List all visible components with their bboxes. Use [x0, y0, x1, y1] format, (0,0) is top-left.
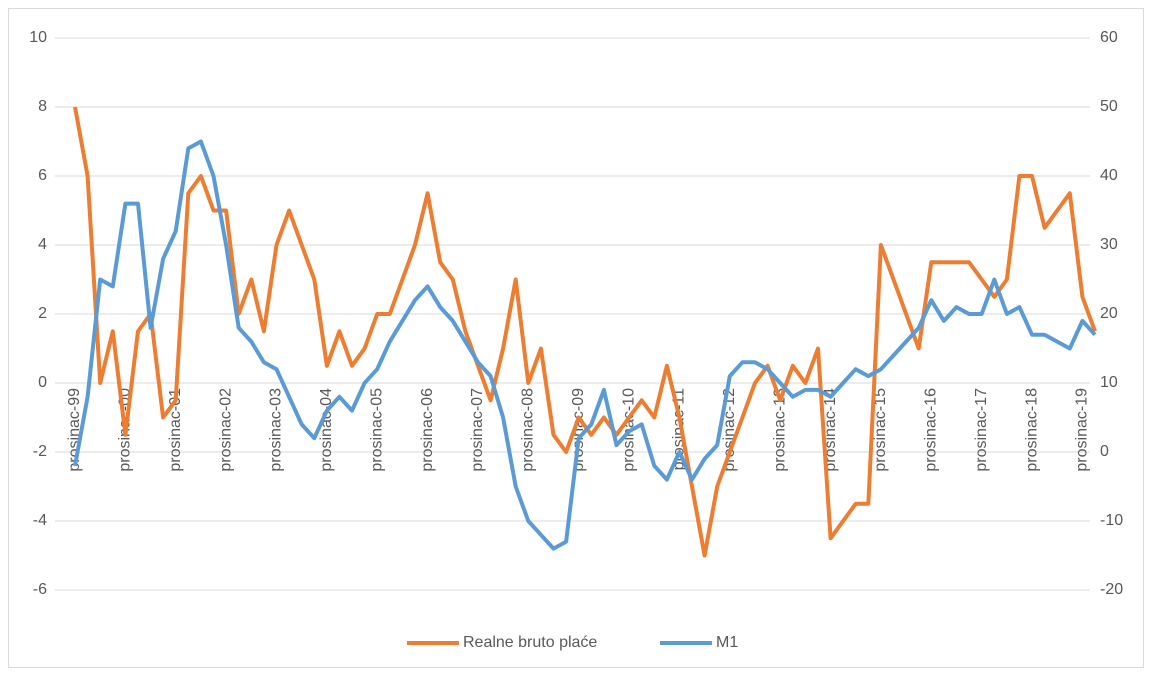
- x-tick-label: prosinac-08: [520, 388, 537, 472]
- x-tick-label: prosinac-06: [419, 388, 436, 472]
- y-tick-label: -4: [33, 512, 47, 529]
- x-tick-label: prosinac-18: [1023, 388, 1040, 472]
- y2-tick-label: 0: [1100, 443, 1109, 460]
- y-tick-label: 2: [38, 305, 47, 322]
- x-tick-label: prosinac-09: [570, 388, 587, 472]
- x-tick-label: prosinac-13: [771, 388, 788, 472]
- y2-tick-label: 30: [1100, 236, 1118, 253]
- series-line: [73, 106, 1097, 558]
- y-tick-label: 10: [29, 29, 47, 46]
- x-tick-label: prosinac-19: [1074, 388, 1091, 472]
- series-line: [73, 139, 1097, 551]
- x-tick-label: prosinac-17: [973, 388, 990, 472]
- y-tick-label: 0: [38, 374, 47, 391]
- x-tick-label: prosinac-03: [268, 388, 285, 472]
- y2-tick-label: 40: [1100, 167, 1118, 184]
- x-tick-label: prosinac-07: [469, 388, 486, 472]
- y2-tick-label: 20: [1100, 305, 1118, 322]
- y-tick-label: 6: [38, 167, 47, 184]
- x-tick-label: prosinac-02: [217, 388, 234, 472]
- legend-label: Realne bruto plaće: [463, 634, 597, 651]
- y2-tick-label: 50: [1100, 98, 1118, 115]
- y2-tick-label: 60: [1100, 29, 1118, 46]
- x-tick-label: prosinac-16: [923, 388, 940, 472]
- y2-tick-label: -20: [1100, 581, 1123, 598]
- y-tick-label: -6: [33, 581, 47, 598]
- legend-label: M1: [716, 634, 738, 651]
- y-tick-label: 4: [38, 236, 47, 253]
- y2-tick-label: 10: [1100, 374, 1118, 391]
- y-tick-label: 8: [38, 98, 47, 115]
- x-tick-label: prosinac-04: [318, 388, 335, 472]
- x-tick-label: prosinac-05: [368, 388, 385, 472]
- chart-frame: [8, 8, 1144, 668]
- y-tick-label: -2: [33, 443, 47, 460]
- y2-tick-label: -10: [1100, 512, 1123, 529]
- x-tick-label: prosinac-15: [872, 388, 889, 472]
